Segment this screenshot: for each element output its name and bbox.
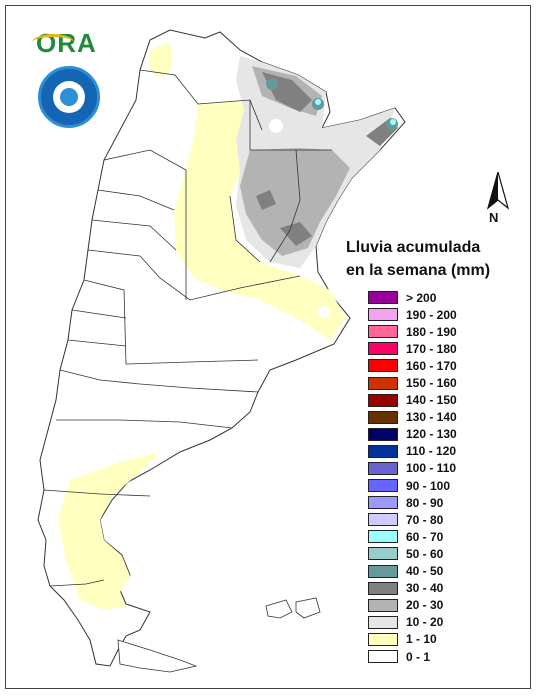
rain-zone-30-40-c [280, 222, 312, 246]
legend-swatch [368, 598, 398, 612]
legend-swatch [368, 632, 398, 646]
north-label: N [489, 210, 499, 225]
legend-label: 10 - 20 [406, 615, 444, 630]
legend-label: 40 - 50 [406, 564, 444, 579]
rain-zone-0-1-a [269, 119, 283, 133]
legend-swatch [368, 376, 398, 390]
legend-swatch [368, 615, 398, 629]
legend-swatch [368, 461, 398, 475]
legend-swatch [368, 479, 398, 493]
legend-label: 180 - 190 [406, 324, 457, 339]
legend-label: 50 - 60 [406, 546, 444, 561]
legend-title-line1: Lluvia acumulada [346, 239, 481, 256]
legend-item: 60 - 70 [368, 528, 457, 545]
legend-swatch [368, 581, 398, 595]
legend-item: 170 - 180 [368, 340, 457, 357]
legend-label: 0 - 1 [406, 649, 431, 664]
rain-zone-0-1-b [318, 306, 330, 318]
legend-label: 100 - 110 [406, 461, 457, 476]
legend-item: 0 - 1 [368, 648, 457, 665]
legend-item: 80 - 90 [368, 494, 457, 511]
legend-swatch [368, 496, 398, 510]
legend-item: 40 - 50 [368, 563, 457, 580]
legend-label: 80 - 90 [406, 495, 444, 510]
legend-label: 190 - 200 [406, 307, 457, 322]
legend-label: 90 - 100 [406, 478, 451, 493]
legend-label: 120 - 130 [406, 427, 457, 442]
legend-item: 120 - 130 [368, 426, 457, 443]
seal-emblem [53, 81, 85, 113]
ora-logo: ORA [32, 28, 97, 59]
legend-item: 20 - 30 [368, 597, 457, 614]
legend-item: 90 - 100 [368, 477, 457, 494]
legend-swatch [368, 444, 398, 458]
legend-item: 140 - 150 [368, 392, 457, 409]
legend-item: 1 - 10 [368, 631, 457, 648]
legend-swatch [368, 342, 398, 356]
rain-zone-1-10-north [150, 42, 172, 78]
legend-label: 70 - 80 [406, 512, 444, 527]
legend-swatch [368, 291, 398, 305]
malvinas-islands [265, 597, 321, 619]
legend-swatch [368, 308, 398, 322]
legend-label: 30 - 40 [406, 581, 444, 596]
legend-item: 160 - 170 [368, 357, 457, 374]
legend-item: > 200 [368, 289, 457, 306]
meteorological-service-seal [38, 66, 100, 128]
legend-item: 110 - 120 [368, 443, 457, 460]
legend-item: 100 - 110 [368, 460, 457, 477]
north-arrow-icon [486, 172, 510, 210]
legend-label: 150 - 160 [406, 376, 457, 391]
legend-swatch [368, 513, 398, 527]
province-borders [43, 69, 332, 587]
tierra-del-fuego [117, 639, 198, 673]
rain-zone-1-10-south [58, 452, 160, 610]
legend-label: 160 - 170 [406, 358, 457, 373]
legend-swatch [368, 547, 398, 561]
legend-swatch [368, 393, 398, 407]
legend-item: 190 - 200 [368, 306, 457, 323]
ora-logo-swoosh [32, 34, 74, 51]
legend-label: 1 - 10 [406, 632, 437, 647]
legend-item: 180 - 190 [368, 323, 457, 340]
legend-label: 130 - 140 [406, 410, 457, 425]
rain-zone-60-70-b [390, 119, 396, 125]
legend-item: 70 - 80 [368, 511, 457, 528]
rain-zone-20-30 [240, 148, 350, 256]
rain-zone-30-40-b [256, 190, 276, 210]
legend-item: 30 - 40 [368, 580, 457, 597]
legend-swatch [368, 564, 398, 578]
rain-zone-40-50-a [266, 78, 278, 90]
rain-zone-60-70-a [315, 99, 321, 105]
legend-title: Lluvia acumulada en la semana (mm) [346, 236, 490, 282]
legend-swatch [368, 427, 398, 441]
legend-item: 10 - 20 [368, 614, 457, 631]
rain-zone-1-10-center [174, 100, 346, 340]
precipitation-legend: > 200 190 - 200 180 - 190 170 - 180 160 - 17… [368, 289, 457, 665]
legend-label: 20 - 30 [406, 598, 444, 613]
legend-swatch [368, 530, 398, 544]
legend-swatch [368, 359, 398, 373]
legend-item: 50 - 60 [368, 545, 457, 562]
legend-label: 170 - 180 [406, 341, 457, 356]
legend-swatch [368, 650, 398, 664]
legend-label: 140 - 150 [406, 393, 457, 408]
legend-item: 150 - 160 [368, 374, 457, 391]
legend-title-line2: en la semana (mm) [346, 262, 491, 279]
legend-swatch [368, 410, 398, 424]
legend-label: 60 - 70 [406, 529, 444, 544]
legend-item: 130 - 140 [368, 409, 457, 426]
legend-label: 110 - 120 [406, 444, 457, 459]
legend-label: > 200 [406, 290, 437, 305]
legend-swatch [368, 325, 398, 339]
